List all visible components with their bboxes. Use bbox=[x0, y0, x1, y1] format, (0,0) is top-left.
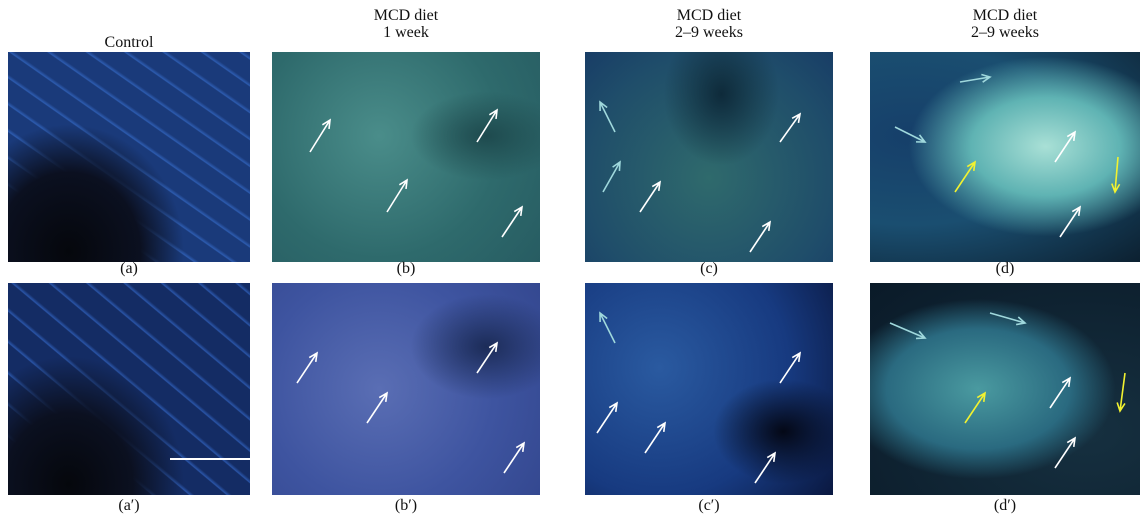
annotations bbox=[870, 52, 1140, 262]
arrow bbox=[1117, 373, 1125, 411]
micrograph bbox=[272, 52, 540, 262]
arrow bbox=[367, 393, 387, 423]
arrow bbox=[310, 120, 330, 152]
column-header: 1 week bbox=[326, 24, 486, 41]
arrow bbox=[895, 127, 925, 142]
micrograph bbox=[272, 283, 540, 495]
panel-label: (c) bbox=[669, 260, 749, 278]
arrow bbox=[640, 182, 660, 212]
column-header: Control bbox=[49, 34, 209, 51]
micrograph bbox=[870, 52, 1140, 262]
panel-label: (b) bbox=[366, 260, 446, 278]
figure: (a) (b) (c) (d) (a′) (b′) (c′) (d′) Control MCD d… bbox=[0, 0, 1147, 525]
arrow bbox=[780, 353, 800, 383]
micrograph bbox=[8, 52, 250, 262]
panel-label: (c′) bbox=[669, 497, 749, 515]
arrow bbox=[477, 110, 497, 142]
arrow bbox=[1050, 378, 1070, 408]
arrow bbox=[645, 423, 665, 453]
annotations bbox=[272, 52, 540, 262]
micrograph bbox=[870, 283, 1140, 495]
arrow bbox=[502, 207, 522, 237]
panel-label: (a) bbox=[89, 260, 169, 278]
micrograph bbox=[585, 283, 833, 495]
panel-label: (b′) bbox=[366, 497, 446, 515]
arrow bbox=[965, 393, 985, 423]
arrow bbox=[955, 162, 975, 192]
annotations bbox=[8, 52, 250, 262]
annotations bbox=[585, 52, 833, 262]
arrow bbox=[1055, 438, 1075, 468]
panel-label: (d′) bbox=[965, 497, 1045, 515]
arrow bbox=[780, 114, 800, 142]
arrow bbox=[750, 222, 770, 252]
arrow bbox=[960, 74, 990, 82]
arrow bbox=[600, 102, 615, 132]
arrow bbox=[990, 313, 1025, 325]
arrow bbox=[755, 453, 775, 483]
annotations bbox=[870, 283, 1140, 495]
column-header: 2–9 weeks bbox=[925, 24, 1085, 41]
annotations bbox=[585, 283, 833, 495]
arrow bbox=[1112, 157, 1120, 192]
column-header: MCD diet bbox=[326, 7, 486, 24]
micrograph bbox=[585, 52, 833, 262]
arrow bbox=[890, 323, 925, 338]
panel-label: (d) bbox=[965, 260, 1045, 278]
column-header: MCD diet bbox=[629, 7, 789, 24]
arrow bbox=[297, 353, 317, 383]
panel-label: (a′) bbox=[89, 497, 169, 515]
column-header: 2–9 weeks bbox=[629, 24, 789, 41]
arrow bbox=[387, 180, 407, 212]
arrow bbox=[1060, 207, 1080, 237]
arrow bbox=[504, 443, 524, 473]
column-header: MCD diet bbox=[925, 7, 1085, 24]
arrow bbox=[1055, 132, 1075, 162]
arrow bbox=[597, 403, 617, 433]
annotations bbox=[8, 283, 250, 495]
micrograph bbox=[8, 283, 250, 495]
annotations bbox=[272, 283, 540, 495]
arrow bbox=[600, 313, 615, 343]
arrow bbox=[603, 162, 620, 192]
arrow bbox=[477, 343, 497, 373]
